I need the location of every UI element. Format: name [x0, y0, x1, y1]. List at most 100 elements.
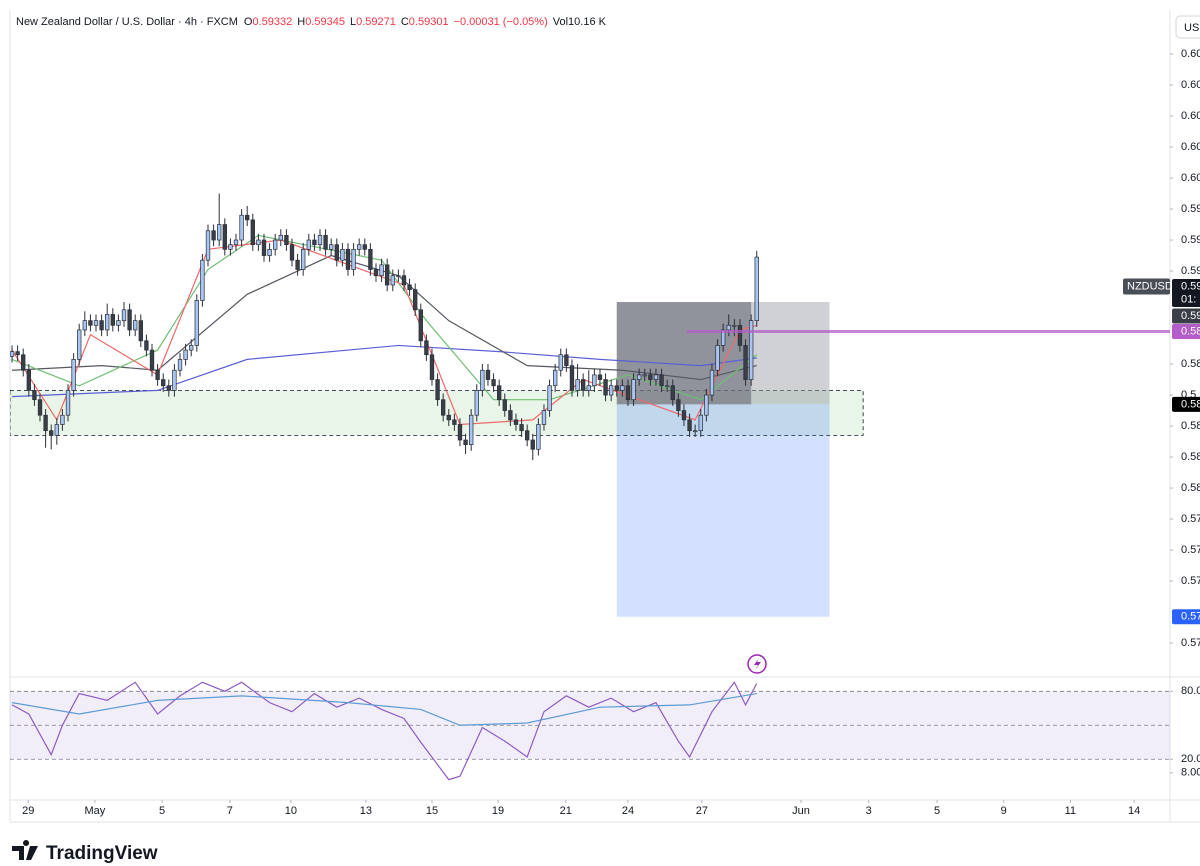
- price-tag-box: [1172, 323, 1200, 339]
- candle-body: [715, 345, 720, 371]
- x-tick-label: 15: [426, 805, 438, 817]
- candle-body: [54, 424, 59, 436]
- candle-body: [491, 379, 496, 387]
- candle-body: [267, 248, 272, 256]
- candle-body: [43, 414, 48, 432]
- event-icon[interactable]: [747, 654, 767, 674]
- legend-key: Vol: [553, 16, 568, 28]
- candle-body: [704, 394, 709, 416]
- candle-body: [636, 374, 642, 380]
- candle-body: [385, 264, 390, 286]
- legend-value: 0.59332: [252, 16, 292, 28]
- candle-body: [323, 235, 328, 250]
- candle-body: [463, 439, 468, 446]
- candle-body: [709, 369, 715, 396]
- candle-body: [720, 329, 726, 346]
- price-tag-label: 0.58: [1181, 398, 1200, 410]
- legend-value: 0.59345: [305, 16, 345, 28]
- y-tick-label: 0.58: [1181, 482, 1200, 494]
- candle-body: [233, 239, 239, 246]
- candle-body: [519, 424, 524, 432]
- candle-body: [692, 430, 698, 433]
- candle-body: [357, 244, 362, 250]
- y-tick-label: 0.59: [1181, 203, 1200, 215]
- candle-body: [222, 224, 227, 250]
- candle-body: [49, 430, 54, 436]
- x-tick-label: 13: [360, 805, 372, 817]
- legend-key: O: [244, 16, 253, 28]
- candle-body: [748, 320, 754, 380]
- candle-body: [166, 385, 171, 391]
- candle-body: [435, 379, 440, 401]
- candle-body: [250, 219, 255, 246]
- x-tick-label: 19: [492, 805, 504, 817]
- candle-body: [329, 244, 334, 250]
- candle-body: [105, 314, 110, 331]
- candle-body: [15, 351, 20, 356]
- y-tick-label: 0.59: [1181, 265, 1200, 277]
- x-tick-label: 11: [1065, 805, 1076, 817]
- brand-logo: [12, 840, 38, 860]
- candle-body: [21, 354, 26, 371]
- candle-body: [239, 214, 244, 241]
- candle-body: [340, 248, 345, 261]
- x-tick-label: 3: [866, 805, 872, 817]
- candle-body: [536, 424, 541, 450]
- candle-body: [26, 369, 31, 391]
- candle-body: [676, 399, 681, 411]
- candle-body: [631, 379, 636, 401]
- legend-value: 10.16 K: [568, 16, 607, 28]
- candle-body: [144, 340, 149, 351]
- candle-body: [200, 259, 205, 301]
- candle-body: [737, 324, 743, 346]
- currency-button[interactable]: [1175, 15, 1200, 39]
- candle-body: [754, 256, 759, 321]
- y-tick-label: 0.57: [1181, 637, 1200, 649]
- candle-body: [530, 439, 535, 450]
- position-progress-box: [616, 302, 752, 405]
- candle-body: [99, 320, 104, 331]
- candle-body: [664, 385, 670, 388]
- candle-body: [497, 385, 502, 401]
- candle-body: [71, 359, 76, 391]
- candle-body: [653, 374, 659, 380]
- event-icon-bolt: [754, 658, 761, 670]
- currency-button-label[interactable]: USI: [1184, 22, 1200, 34]
- y-tick-label: 0.60: [1181, 110, 1200, 122]
- candle-body: [642, 374, 647, 377]
- axes: 0.600.600.600.600.600.590.590.590.580.50…: [22, 48, 1200, 817]
- x-tick-label: 7: [227, 805, 233, 817]
- price-tag-box: [1172, 609, 1200, 625]
- candle-body: [670, 385, 675, 401]
- y-tick-label: 0.60: [1181, 48, 1200, 60]
- y-tick-label: 0.59: [1181, 234, 1200, 246]
- price-tag-label: 0.59: [1181, 310, 1200, 322]
- candle-body: [413, 289, 418, 311]
- candle-body: [513, 419, 519, 425]
- candle-body: [390, 275, 395, 286]
- candle-body: [194, 300, 199, 346]
- x-tick-label: 10: [285, 805, 297, 817]
- candle-body: [312, 239, 317, 246]
- legend-value: 0.59271: [356, 16, 396, 28]
- legend-key: H: [297, 16, 305, 28]
- candle-body: [743, 345, 748, 380]
- y-tick-label: 0.60: [1181, 172, 1200, 184]
- candle-body: [441, 399, 446, 416]
- candle-body: [564, 354, 569, 366]
- brand-name: TradingView: [46, 843, 158, 864]
- price-pane: [10, 193, 1170, 617]
- candle-body: [256, 239, 261, 246]
- candle-body: [424, 340, 429, 356]
- candle-body: [726, 324, 731, 331]
- candle-body: [82, 320, 87, 331]
- x-tick-label: 24: [622, 805, 634, 817]
- price-tag-box: [1172, 308, 1200, 324]
- candle-body: [575, 379, 580, 391]
- candle-body: [625, 385, 631, 401]
- candle-body: [245, 214, 250, 221]
- candle-body: [60, 414, 65, 425]
- candle-body: [155, 369, 160, 380]
- candle-body: [608, 385, 614, 396]
